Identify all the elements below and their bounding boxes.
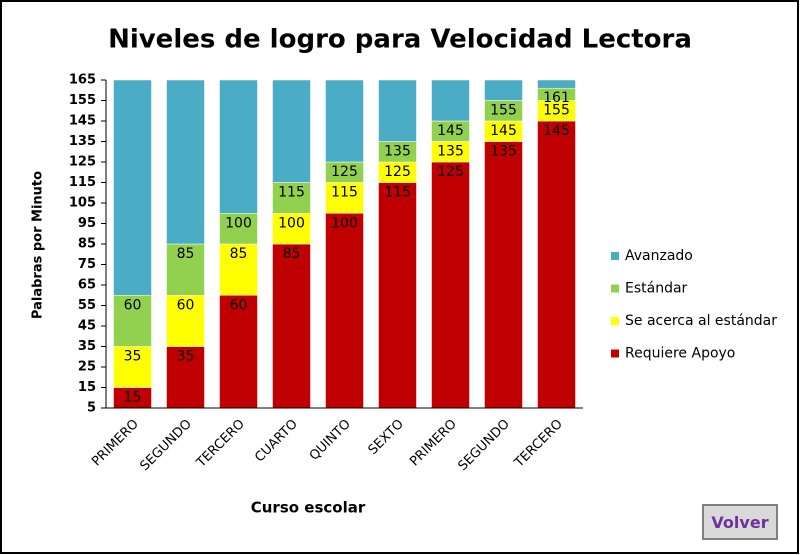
y-tick-label: 155 bbox=[69, 93, 96, 108]
data-label: 155 bbox=[490, 103, 517, 119]
y-tick-label: 135 bbox=[69, 134, 96, 149]
bar-segment bbox=[484, 79, 523, 101]
data-label: 115 bbox=[278, 185, 305, 201]
data-label: 35 bbox=[177, 349, 195, 365]
y-tick-label: 75 bbox=[78, 257, 96, 272]
bar-segment bbox=[166, 295, 205, 347]
bar-segment bbox=[325, 213, 364, 409]
data-label: 35 bbox=[124, 349, 142, 365]
bar-segment bbox=[113, 346, 152, 388]
bar-segment bbox=[166, 346, 205, 409]
y-tick-label: 95 bbox=[78, 216, 96, 231]
y-tick-label: 15 bbox=[78, 380, 96, 395]
bar-segment bbox=[378, 79, 417, 142]
y-tick-label: 5 bbox=[87, 401, 96, 416]
y-tick-label: 105 bbox=[69, 196, 96, 211]
legend-swatch bbox=[611, 252, 619, 260]
data-label: 145 bbox=[490, 123, 517, 139]
bar-segment bbox=[219, 213, 258, 245]
data-label: 100 bbox=[331, 215, 358, 231]
bar-segment bbox=[272, 79, 311, 183]
data-label: 125 bbox=[437, 164, 464, 180]
data-label: 60 bbox=[124, 297, 142, 313]
legend-swatch bbox=[611, 284, 619, 293]
legend-swatch bbox=[611, 349, 619, 358]
data-label: 155 bbox=[543, 103, 570, 119]
bar-segment bbox=[166, 79, 205, 245]
y-tick-label: 45 bbox=[78, 319, 96, 334]
y-tick-label: 55 bbox=[78, 298, 96, 313]
data-label: 100 bbox=[278, 215, 305, 231]
bar-segment bbox=[272, 213, 311, 245]
y-tick-label: 35 bbox=[78, 339, 96, 354]
bar-segment bbox=[113, 79, 152, 296]
data-label: 135 bbox=[437, 144, 464, 160]
data-label: 85 bbox=[283, 246, 301, 262]
bar-segment bbox=[166, 243, 205, 296]
legend-swatch bbox=[611, 317, 619, 325]
bar-segment bbox=[537, 120, 576, 409]
legend-label: Requiere Apoyo bbox=[625, 346, 735, 362]
bar-segment bbox=[537, 79, 576, 89]
data-label: 60 bbox=[230, 297, 248, 313]
data-label: 115 bbox=[384, 185, 411, 201]
bar-segment bbox=[219, 295, 258, 409]
y-tick-label: 165 bbox=[69, 73, 96, 88]
bar-segment bbox=[431, 79, 470, 122]
y-tick-label: 65 bbox=[78, 278, 96, 293]
y-tick-label: 115 bbox=[69, 175, 96, 190]
bar-segment bbox=[378, 182, 417, 409]
data-label: 145 bbox=[437, 123, 464, 139]
data-label: 100 bbox=[225, 215, 252, 231]
bar-segment bbox=[113, 295, 152, 347]
legend-label: Se acerca al estándar bbox=[625, 313, 777, 329]
data-label: 115 bbox=[331, 185, 358, 201]
data-label: 15 bbox=[124, 390, 142, 406]
bar-segment bbox=[219, 79, 258, 214]
data-label: 135 bbox=[384, 144, 411, 160]
data-label: 125 bbox=[331, 164, 358, 180]
y-tick-label: 85 bbox=[78, 237, 96, 252]
data-label: 145 bbox=[543, 123, 570, 139]
legend-label: Estándar bbox=[625, 281, 688, 297]
y-tick-label: 25 bbox=[78, 360, 96, 375]
data-label: 60 bbox=[177, 297, 195, 313]
data-label: 125 bbox=[384, 164, 411, 180]
y-axis-title: Palabras por Minuto bbox=[31, 171, 46, 319]
bar-segment bbox=[484, 141, 523, 409]
data-label: 85 bbox=[230, 246, 248, 262]
data-label: 135 bbox=[490, 144, 517, 160]
bar-segment bbox=[325, 79, 364, 163]
legend-label: Avanzado bbox=[625, 248, 693, 264]
y-tick-label: 145 bbox=[69, 114, 96, 129]
y-tick-label: 125 bbox=[69, 155, 96, 170]
data-label: 85 bbox=[177, 246, 195, 262]
bar-segment bbox=[272, 243, 311, 409]
chart-title: Niveles de logro para Velocidad Lectora bbox=[108, 25, 692, 55]
back-button[interactable]: Volver bbox=[702, 504, 778, 540]
x-axis-title: Curso escolar bbox=[251, 499, 366, 517]
bar-segment bbox=[272, 182, 311, 214]
bar-segment bbox=[431, 161, 470, 409]
data-label: 161 bbox=[543, 90, 570, 106]
